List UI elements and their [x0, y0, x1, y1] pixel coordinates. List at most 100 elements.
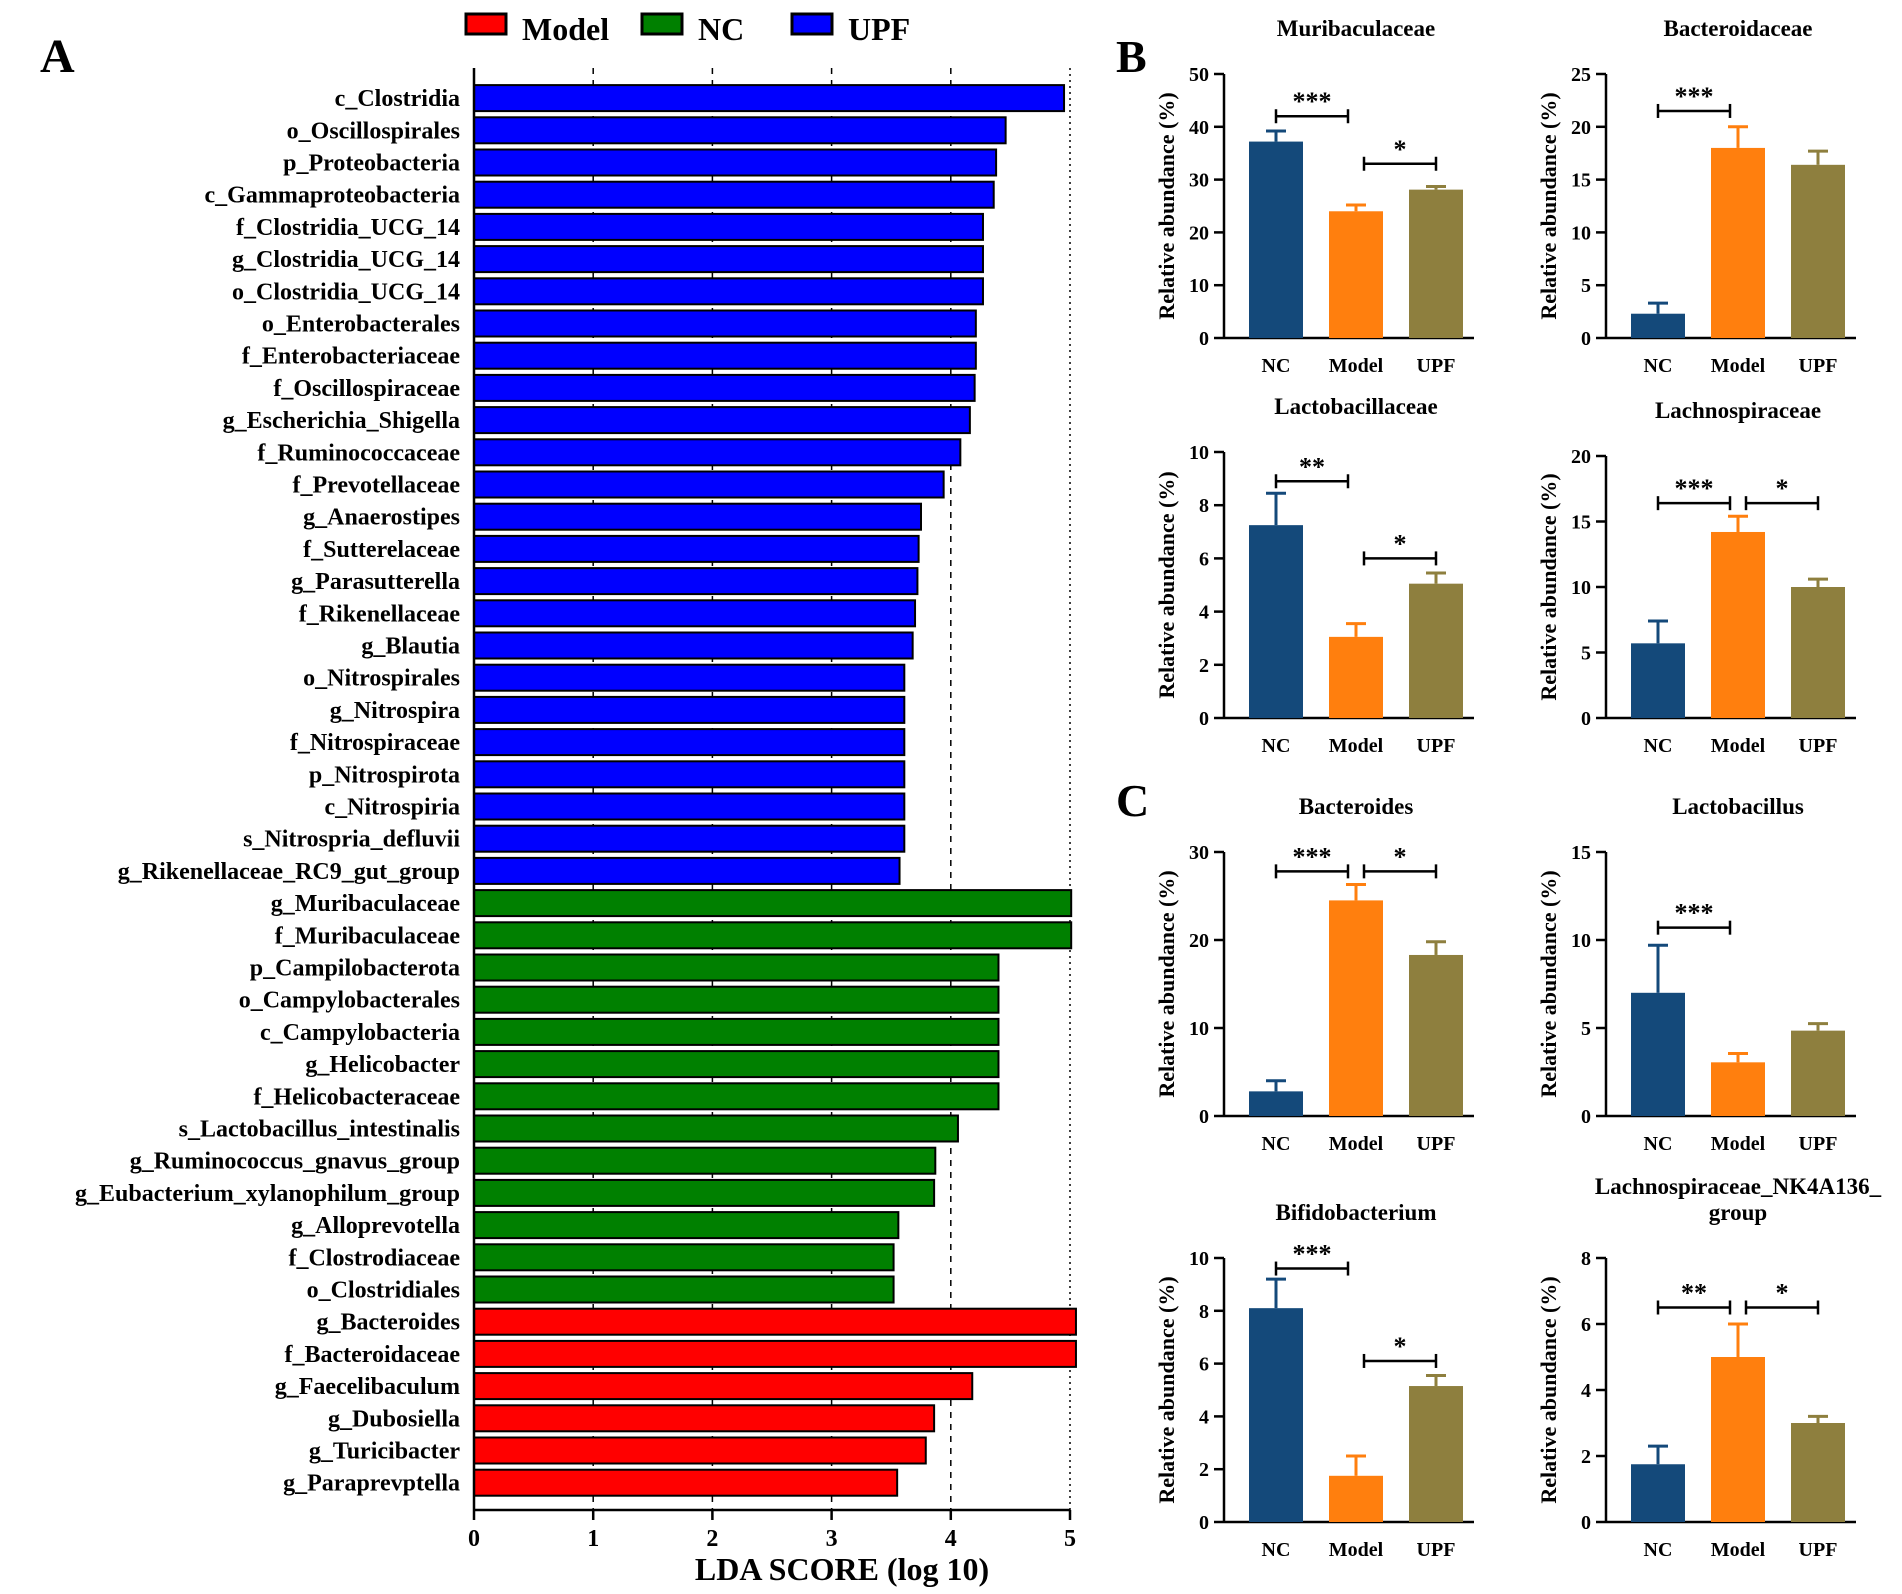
lda-label-g-blautia: g_Blautia — [361, 634, 460, 660]
legend-swatch-nc — [640, 12, 684, 36]
abundance-x-label-bacteroidaceae-nc: NC — [1644, 355, 1673, 377]
abundance-x-label-bifidobacterium-upf: UPF — [1417, 1539, 1456, 1561]
lda-bar-f-bacteroidaceae — [473, 1339, 1077, 1368]
lda-bar-o-enterobacterales — [473, 309, 977, 338]
abundance-x-label-lactobacillaceae-nc: NC — [1262, 735, 1291, 757]
lda-label-s-nitrospria-defluvii: s_Nitrospria_defluvii — [243, 827, 460, 853]
abundance-y-tick-label-lactobacillaceae-8: 8 — [1199, 495, 1209, 517]
lda-label-o-clostridiales: o_Clostridiales — [307, 1278, 460, 1304]
abundance-y-tick-label-lachnospiraceae-20: 20 — [1571, 446, 1591, 468]
lda-bar-o-campylobacterales — [473, 985, 1000, 1014]
abundance-y-tick-label-nk4a136-8: 8 — [1581, 1248, 1591, 1270]
abundance-title-bifidobacterium: Bifidobacterium — [1276, 1200, 1437, 1225]
abundance-bar-bifidobacterium-nc — [1249, 1308, 1303, 1522]
lda-bar-o-clostridia-ucg-14 — [473, 277, 984, 306]
abundance-bar-bacteroidaceae-nc — [1631, 313, 1685, 338]
lda-bar-f-sutterelaceae — [473, 534, 920, 563]
legend-label-upf: UPF — [848, 11, 910, 47]
lda-label-o-nitrospirales: o_Nitrospirales — [303, 666, 460, 692]
abundance-y-tick-label-bifidobacterium-10: 10 — [1189, 1248, 1209, 1270]
lda-label-g-ruminococcus-gnavus-group: g_Ruminococcus_gnavus_group — [130, 1149, 460, 1175]
abundance-y-axis-title-lactobacillaceae: Relative abundance (%) — [1154, 471, 1179, 698]
abundance-bar-lactobacillus-nc — [1631, 992, 1685, 1116]
abundance-bar-bacteroides-model — [1329, 900, 1383, 1116]
abundance-bar-bifidobacterium-model — [1329, 1475, 1383, 1522]
lda-label-f-prevotellaceae: f_Prevotellaceae — [293, 473, 461, 499]
lda-label-p-nitrospirota: p_Nitrospirota — [309, 762, 460, 788]
lda-label-s-lactobacillus-intestinalis: s_Lactobacillus_intestinalis — [179, 1117, 460, 1143]
abundance-y-tick-label-lactobacillaceae-10: 10 — [1189, 442, 1209, 464]
lda-label-g-parasutterella: g_Parasutterella — [291, 569, 460, 595]
lda-bar-f-clostrodiaceae — [473, 1243, 895, 1272]
abundance-y-tick-label-muribaculaceae-0: 0 — [1199, 328, 1209, 350]
lda-bar-f-helicobacteraceae — [473, 1082, 1000, 1111]
abundance-chart-bacteroidaceae: Bacteroidaceae 0 5 10 15 20 25 Relative abundan… — [1536, 16, 1856, 377]
lda-bar-s-nitrospria-defluvii — [473, 824, 906, 853]
lda-bar-g-faecelibaculum — [473, 1372, 974, 1401]
lda-label-g-dubosiella: g_Dubosiella — [328, 1406, 460, 1432]
lda-label-g-faecelibaculum: g_Faecelibaculum — [275, 1374, 460, 1400]
abundance-x-label-bacteroides-upf: UPF — [1417, 1133, 1456, 1155]
lda-legend: Model NC UPF — [464, 11, 910, 47]
sig-label-nk4a136-1: * — [1776, 1279, 1789, 1308]
abundance-y-tick-label-lactobacillaceae-2: 2 — [1199, 655, 1209, 677]
abundance-y-tick-label-lachnospiraceae-5: 5 — [1581, 643, 1591, 665]
sig-label-bifidobacterium-0: *** — [1293, 1240, 1332, 1269]
abundance-x-label-bacteroides-model: Model — [1329, 1133, 1384, 1155]
abundance-y-tick-label-lachnospiraceae-0: 0 — [1581, 708, 1591, 730]
lda-x-tick-label-5: 5 — [1064, 1526, 1076, 1552]
abundance-title-bacteroidaceae: Bacteroidaceae — [1663, 16, 1812, 41]
abundance-y-tick-label-bifidobacterium-6: 6 — [1199, 1354, 1209, 1376]
abundance-y-tick-label-nk4a136-2: 2 — [1581, 1446, 1591, 1468]
abundance-y-axis-title-bacteroidaceae: Relative abundance (%) — [1536, 92, 1561, 319]
lda-bar-p-campilobacterota — [473, 953, 1000, 982]
abundance-y-axis-title-lachnospiraceae: Relative abundance (%) — [1536, 473, 1561, 700]
lda-label-c-nitrospiria: c_Nitrospiria — [324, 795, 460, 821]
lda-bar-g-clostridia-ucg-14 — [473, 245, 984, 274]
lda-label-f-nitrospiraceae: f_Nitrospiraceae — [290, 730, 461, 756]
sig-label-muribaculaceae-1: * — [1394, 135, 1407, 164]
abundance-x-label-lactobacillaceae-model: Model — [1329, 735, 1384, 757]
abundance-bar-nk4a136-upf — [1791, 1423, 1845, 1522]
abundance-y-tick-label-lachnospiraceae-15: 15 — [1571, 512, 1591, 534]
sig-label-lachnospiraceae-1: * — [1776, 474, 1789, 503]
legend-swatch-model — [464, 12, 508, 36]
lda-bar-g-turicibacter — [473, 1436, 927, 1465]
lda-label-f-clostrodiaceae: f_Clostrodiaceae — [288, 1245, 460, 1271]
legend-label-model: Model — [522, 11, 609, 47]
abundance-y-tick-label-muribaculaceae-40: 40 — [1189, 117, 1209, 139]
abundance-x-label-bifidobacterium-model: Model — [1329, 1539, 1384, 1561]
abundance-bar-bacteroidaceae-upf — [1791, 164, 1845, 338]
abundance-title-nk4a136-1: group — [1709, 1200, 1767, 1225]
lda-bar-g-paraprevptella — [473, 1468, 899, 1497]
lda-bar-g-dubosiella — [473, 1404, 936, 1433]
abundance-y-tick-label-bifidobacterium-8: 8 — [1199, 1301, 1209, 1323]
lda-bar-f-enterobacteriaceae — [473, 341, 977, 370]
abundance-y-tick-label-bacteroidaceae-20: 20 — [1571, 117, 1591, 139]
abundance-y-tick-label-lactobacillus-5: 5 — [1581, 1018, 1591, 1040]
lda-label-g-eubacterium-xylanophilum-group: g_Eubacterium_xylanophilum_group — [75, 1181, 460, 1207]
lda-label-g-alloprevotella: g_Alloprevotella — [291, 1213, 460, 1239]
abundance-bar-bifidobacterium-upf — [1409, 1386, 1463, 1522]
abundance-y-tick-label-bifidobacterium-0: 0 — [1199, 1512, 1209, 1534]
abundance-bar-lachnospiraceae-nc — [1631, 643, 1685, 718]
abundance-y-tick-label-bacteroidaceae-25: 25 — [1571, 64, 1591, 86]
abundance-y-tick-label-bacteroides-10: 10 — [1189, 1018, 1209, 1040]
lda-label-g-nitrospira: g_Nitrospira — [330, 698, 460, 724]
abundance-title-lactobacillaceae: Lactobacillaceae — [1274, 394, 1438, 419]
abundance-title-lachnospiraceae: Lachnospiraceae — [1655, 398, 1821, 423]
abundance-x-label-bifidobacterium-nc: NC — [1262, 1539, 1291, 1561]
abundance-title-nk4a136: Lachnospiraceae_NK4A136_ — [1595, 1174, 1882, 1199]
abundance-x-label-lachnospiraceae-upf: UPF — [1799, 735, 1838, 757]
abundance-y-tick-label-bacteroidaceae-10: 10 — [1571, 222, 1591, 244]
abundance-y-tick-label-muribaculaceae-20: 20 — [1189, 222, 1209, 244]
panel-label-a: A — [40, 30, 75, 83]
abundance-bar-bacteroides-nc — [1249, 1091, 1303, 1116]
lda-bar-p-proteobacteria — [473, 148, 998, 177]
abundance-x-label-lachnospiraceae-model: Model — [1711, 735, 1766, 757]
panel-label-b: B — [1116, 31, 1147, 82]
sig-label-lactobacillus-0: *** — [1675, 899, 1714, 928]
abundance-bar-lactobacillus-model — [1711, 1062, 1765, 1116]
lda-label-f-clostridia-ucg-14: f_Clostridia_UCG_14 — [236, 215, 460, 241]
abundance-chart-bifidobacterium: Bifidobacterium 0 2 4 6 8 10 Relative abundance… — [1154, 1200, 1474, 1561]
